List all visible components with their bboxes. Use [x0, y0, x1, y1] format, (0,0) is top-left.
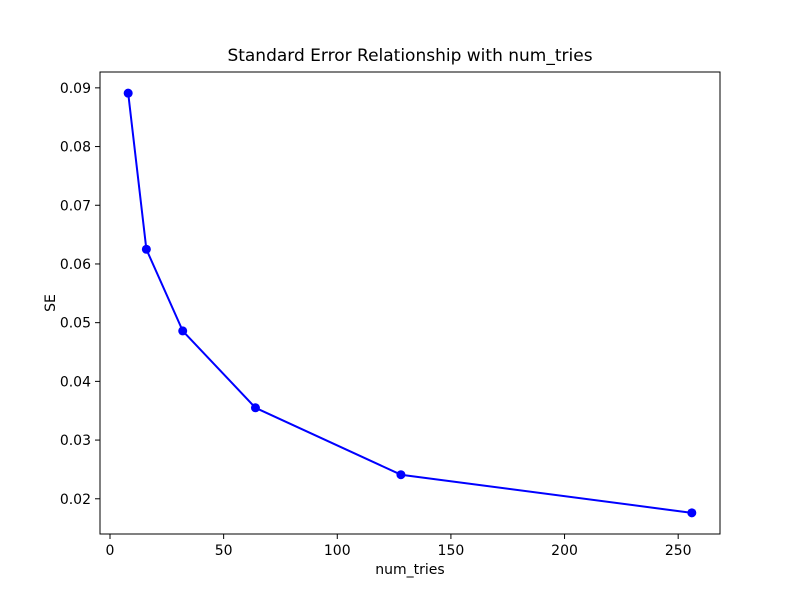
data-point-marker — [687, 508, 697, 518]
x-tick-label: 100 — [324, 543, 351, 559]
plot-border — [99, 71, 721, 535]
data-point-marker — [250, 403, 260, 413]
x-tick-label: 200 — [551, 543, 578, 559]
y-tick-label: 0.07 — [60, 198, 91, 214]
y-tick-label: 0.04 — [60, 374, 91, 390]
y-tick-label: 0.05 — [60, 316, 91, 332]
data-point-marker — [123, 88, 133, 98]
plot-area: 0 50 100 150 200 250 0.02 0.03 0.04 0.05 0.06 0.07 0… — [60, 71, 721, 559]
data-point-marker — [396, 470, 406, 480]
y-tick-label: 0.08 — [60, 140, 91, 156]
y-tick-label: 0.03 — [60, 433, 91, 449]
y-axis-label: SE — [43, 294, 59, 312]
data-point-marker — [178, 326, 188, 336]
y-tick-label: 0.09 — [60, 81, 91, 97]
se-line — [127, 92, 693, 514]
x-tick-label: 0 — [106, 543, 115, 559]
x-tick-label: 250 — [665, 543, 692, 559]
chart-title: Standard Error Relationship with num_tri… — [227, 46, 592, 66]
x-axis-label: num_tries — [375, 562, 444, 578]
x-tick-label: 50 — [215, 543, 233, 559]
y-tick-label: 0.02 — [60, 492, 91, 508]
x-tick-label: 150 — [438, 543, 465, 559]
data-point-marker — [141, 244, 151, 254]
y-tick-label: 0.06 — [60, 257, 91, 273]
